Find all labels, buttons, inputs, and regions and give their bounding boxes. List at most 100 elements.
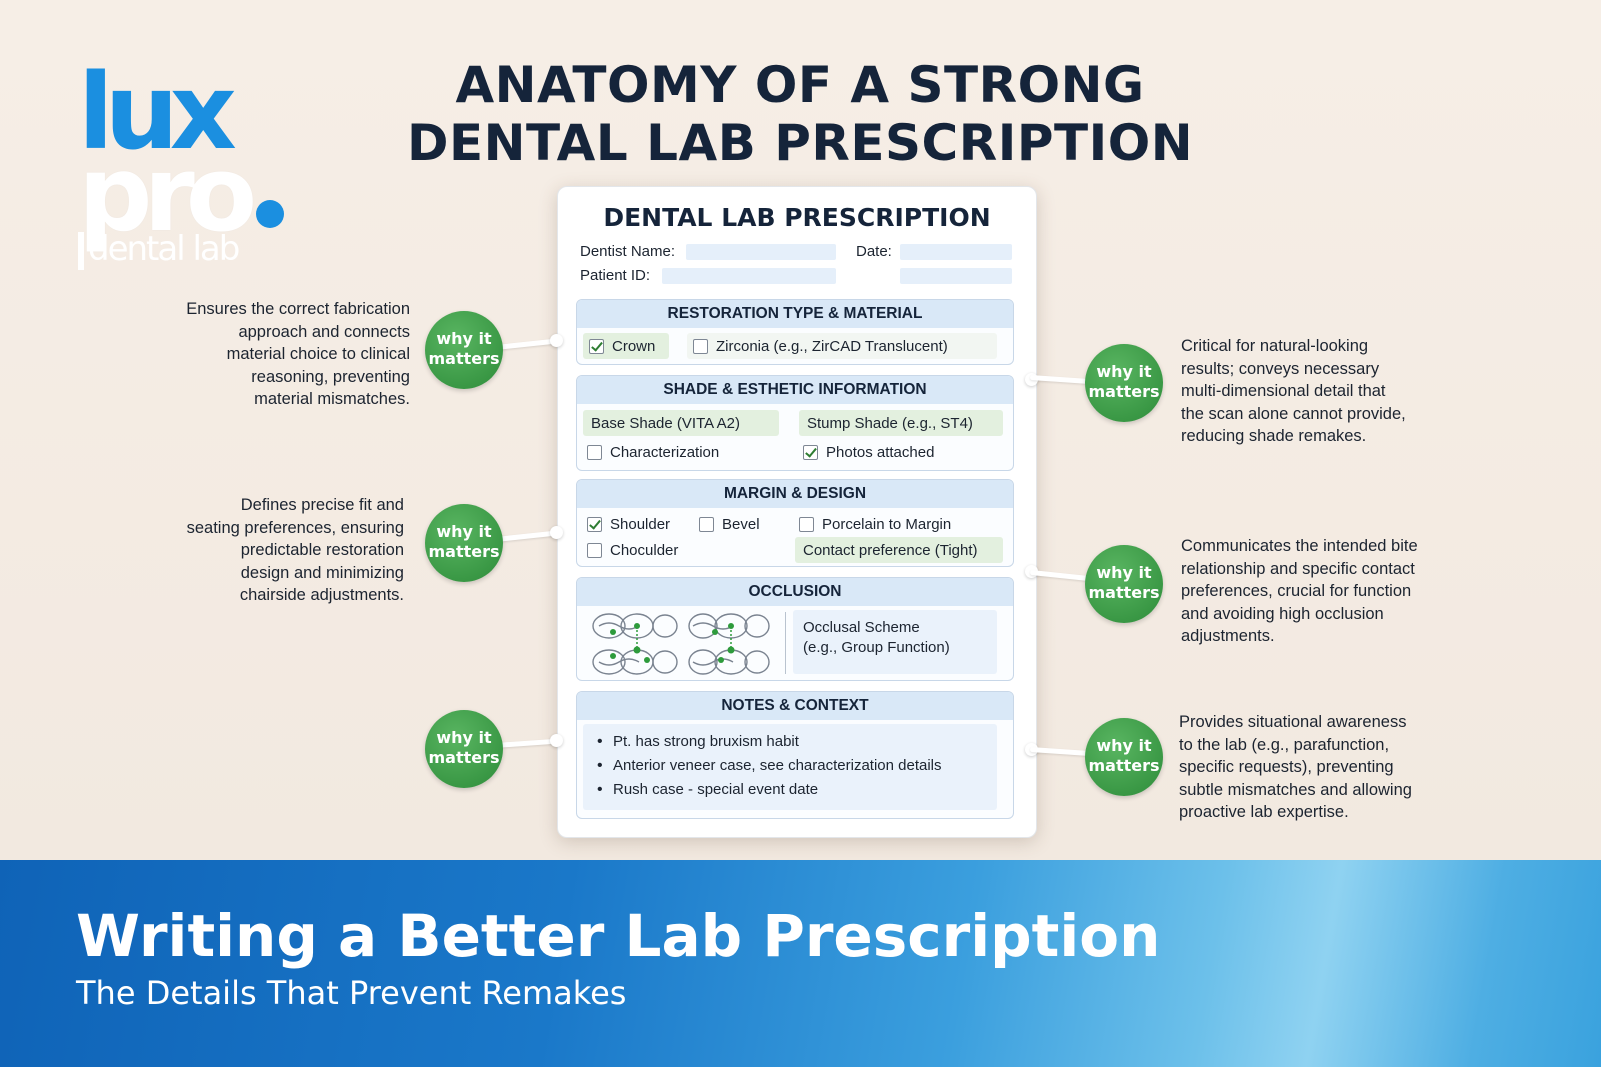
occlusal-scheme-line-2: (e.g., Group Function) (803, 639, 950, 656)
notes-list[interactable]: Pt. has strong bruxism habit Anterior ve… (583, 724, 997, 810)
crown-checkbox[interactable] (589, 338, 604, 354)
characterization-checkbox[interactable] (587, 444, 602, 460)
photos-label: Photos attached (826, 443, 935, 461)
badge-line-2: matters (428, 349, 500, 368)
crown-option[interactable]: Crown (583, 333, 669, 359)
stump-shade-field[interactable]: Stump Shade (e.g., ST4) (799, 410, 1003, 436)
why-it-matters-badge-notes: why it matters (425, 710, 503, 788)
note-shade: Critical for natural-looking results; co… (1181, 335, 1481, 448)
contact-preference-label: Contact preference (Tight) (803, 541, 978, 559)
note-line: material choice to clinical (226, 345, 410, 363)
note-line: multi-dimensional detail that (1181, 382, 1386, 400)
stump-shade-label: Stump Shade (e.g., ST4) (807, 414, 973, 432)
contact-preference-field[interactable]: Contact preference (Tight) (795, 537, 1003, 563)
photos-option[interactable]: Photos attached (803, 439, 934, 465)
section-shade: SHADE & ESTHETIC INFORMATION Base Shade … (576, 375, 1014, 471)
connector-knob (550, 526, 563, 539)
note-line: Critical for natural-looking (1181, 337, 1369, 355)
form-title: DENTAL LAB PRESCRIPTION (603, 203, 991, 232)
badge-line-1: why it (436, 329, 492, 348)
logo-dot (256, 200, 284, 228)
prescription-form: DENTAL LAB PRESCRIPTION Dentist Name: Da… (557, 186, 1037, 838)
why-it-matters-badge-restoration: why it matters (425, 311, 503, 389)
why-it-matters-badge-shade: why it matters (1085, 344, 1163, 422)
note-occlusion: Communicates the intended bite relations… (1181, 535, 1481, 648)
chamfer-label: Choculder (610, 541, 679, 559)
zirconia-checkbox[interactable] (693, 338, 708, 354)
connector-knob (550, 334, 563, 347)
porcelain-option[interactable]: Porcelain to Margin (799, 511, 951, 537)
date-field[interactable] (900, 244, 1012, 260)
occlusion-divider (785, 612, 786, 674)
note-context: Provides situational awareness to the la… (1179, 711, 1479, 824)
patient-id-label: Patient ID: (580, 267, 651, 284)
crown-label: Crown (612, 337, 656, 355)
note-margin: Defines precise fit and seating preferen… (110, 494, 404, 607)
note-restoration: Ensures the correct fabrication approach… (120, 298, 410, 411)
porcelain-checkbox[interactable] (799, 516, 814, 532)
note-line: specific requests), preventing (1179, 758, 1394, 776)
date-label: Date: (856, 243, 892, 260)
note-line: subtle mismatches and allowing (1179, 780, 1412, 799)
badge-line-2: matters (428, 748, 500, 767)
characterization-label: Characterization (610, 443, 720, 461)
chamfer-option[interactable]: Choculder (587, 537, 678, 563)
zirconia-label: Zirconia (e.g., ZirCAD Translucent) (716, 337, 948, 355)
dentist-name-label: Dentist Name: (580, 243, 676, 260)
why-it-matters-badge-context: why it matters (1085, 718, 1163, 796)
occlusal-scheme-line-1: Occlusal Scheme (803, 619, 920, 636)
photos-checkbox[interactable] (803, 444, 818, 460)
note-item: Anterior veneer case, see characterizati… (593, 754, 987, 778)
bottom-banner: Writing a Better Lab Prescription The De… (0, 860, 1601, 1067)
note-item: Rush case - special event date (593, 778, 987, 802)
note-line: results; conveys necessary (1181, 359, 1380, 378)
badge-line-1: why it (1096, 563, 1152, 582)
note-line: relationship and specific contact (1181, 559, 1415, 578)
bevel-label: Bevel (722, 515, 760, 533)
base-shade-field[interactable]: Base Shade (VITA A2) (583, 410, 779, 436)
restoration-heading: RESTORATION TYPE & MATERIAL (577, 300, 1013, 328)
dentist-name-field[interactable] (686, 244, 836, 260)
zirconia-option[interactable]: Zirconia (e.g., ZirCAD Translucent) (687, 333, 997, 359)
note-line: and avoiding high occlusion (1181, 604, 1384, 623)
porcelain-label: Porcelain to Margin (822, 515, 952, 533)
luxpro-logo: lux pro dental lab (78, 60, 298, 270)
connector-knob (550, 734, 563, 747)
chamfer-checkbox[interactable] (587, 542, 602, 558)
extra-field[interactable] (900, 268, 1012, 284)
logo-pro: pro (78, 133, 257, 255)
note-line: material mismatches. (254, 390, 410, 408)
badge-line-1: why it (436, 522, 492, 541)
note-line: preferences, crucial for function (1181, 582, 1412, 600)
banner-subtitle: The Details That Prevent Remakes (76, 974, 627, 1012)
tooth-diagram (592, 613, 770, 675)
shoulder-option[interactable]: Shoulder (587, 511, 670, 537)
shoulder-label: Shoulder (610, 515, 671, 533)
badge-line-1: why it (1096, 736, 1152, 755)
base-shade-label: Base Shade (VITA A2) (591, 414, 740, 432)
bevel-option[interactable]: Bevel (699, 511, 760, 537)
connector-notes-right (1029, 746, 1091, 757)
note-line: to the lab (e.g., parafunction, (1179, 735, 1390, 754)
notes-heading: NOTES & CONTEXT (577, 692, 1013, 720)
badge-line-2: matters (1088, 382, 1160, 401)
why-it-matters-badge-margin: why it matters (425, 504, 503, 582)
section-margin: MARGIN & DESIGN Shoulder Bevel Porcelain… (576, 479, 1014, 567)
main-title-line-1: ANATOMY OF A STRONG (455, 56, 1145, 114)
note-line: Ensures the correct fabrication (186, 300, 410, 318)
shoulder-checkbox[interactable] (587, 516, 602, 532)
note-line: adjustments. (1181, 627, 1275, 645)
badge-line-1: why it (1096, 362, 1152, 381)
characterization-option[interactable]: Characterization (587, 439, 719, 465)
note-line: Communicates the intended bite (1181, 537, 1418, 555)
patient-id-field[interactable] (662, 268, 836, 284)
badge-line-1: why it (436, 728, 492, 747)
note-line: approach and connects (238, 322, 410, 341)
main-title: ANATOMY OF A STRONG DENTAL LAB PRESCRIPT… (380, 56, 1220, 172)
note-line: seating preferences, ensuring (186, 518, 404, 537)
bevel-checkbox[interactable] (699, 516, 714, 532)
note-line: proactive lab expertise. (1179, 803, 1349, 821)
occlusal-scheme-field[interactable]: Occlusal Scheme (e.g., Group Function) (793, 610, 997, 674)
note-line: predictable restoration (240, 541, 404, 559)
note-line: Defines precise fit and (240, 496, 404, 514)
